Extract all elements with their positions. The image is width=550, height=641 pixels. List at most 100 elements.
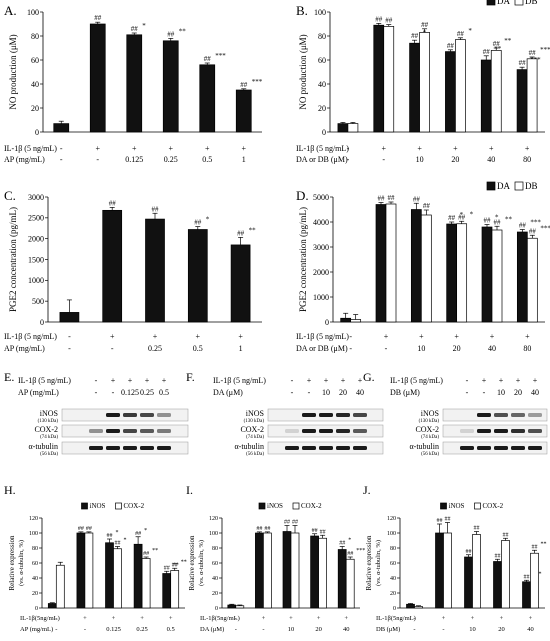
- condition-row-value: +: [140, 615, 144, 622]
- bar: [102, 209, 123, 323]
- blot-band: [528, 429, 542, 433]
- significance-label: ##: [474, 526, 480, 532]
- bar: [318, 537, 327, 609]
- blot-header-label: AP (mg/mL): [18, 388, 59, 397]
- significance-label: ##: [519, 59, 527, 67]
- blot-band: [477, 413, 491, 417]
- condition-row-value: 20: [498, 626, 505, 633]
- blot-band: [106, 446, 120, 450]
- blot-band: [302, 446, 316, 450]
- legend-swatch: [514, 0, 524, 6]
- condition-row-value: +: [442, 615, 446, 622]
- bar: [385, 203, 397, 323]
- y-axis-label: PGE2 concentration (pg/mL): [8, 207, 18, 312]
- blot-band-size: (56 kDa): [40, 452, 58, 457]
- legend-label: DB: [525, 181, 538, 191]
- significance-label: *: [144, 528, 147, 534]
- significance-label: ##: [284, 520, 290, 526]
- condition-row-value: 0.125: [125, 155, 143, 164]
- bar: [337, 123, 349, 133]
- blot-band: [302, 429, 316, 433]
- y-tick-label: 60: [32, 561, 38, 567]
- condition-row-value: +: [238, 332, 243, 341]
- panel-letter: E.: [4, 370, 14, 384]
- bar: [55, 564, 65, 609]
- blot-band-size: (74 kDa): [421, 435, 439, 440]
- significance-label: ##: [375, 15, 383, 23]
- legend-label: COX-2: [301, 502, 322, 510]
- blot-header-value: -: [308, 388, 311, 397]
- condition-row-value: 0.5: [202, 155, 212, 164]
- y-tick-label: 120: [387, 516, 396, 522]
- significance-label: ##: [339, 541, 345, 547]
- blot-header-value: 0.5: [159, 388, 169, 397]
- condition-row-value: +: [419, 332, 424, 341]
- blot-header-value: +: [499, 376, 504, 385]
- bar: [290, 532, 300, 609]
- significance-label: **: [181, 559, 187, 565]
- blot-band: [123, 429, 137, 433]
- y-tick-label: 120: [209, 516, 218, 522]
- y-tick-label: 100: [27, 8, 39, 17]
- blot-band: [123, 446, 137, 450]
- y-tick-label: 1500: [28, 255, 44, 264]
- bar: [419, 32, 430, 133]
- bar: [337, 549, 347, 609]
- condition-row-value: -: [347, 155, 350, 164]
- blot-band: [477, 446, 491, 450]
- blot-header-label: IL-1β (5 ng/mL): [390, 376, 443, 385]
- significance-label: ##: [411, 32, 419, 40]
- bar: [255, 532, 264, 609]
- blot-band: [528, 446, 542, 450]
- significance-label: ##: [524, 574, 530, 580]
- significance-label: *: [468, 27, 472, 35]
- condition-row-value: 10: [416, 155, 424, 164]
- legend-label: DA: [497, 0, 510, 6]
- significance-label: ***: [215, 52, 226, 60]
- bar: [410, 209, 422, 323]
- bar: [481, 226, 493, 323]
- condition-row-value: 0.25: [148, 344, 162, 353]
- y-tick-label: 100: [209, 531, 218, 537]
- blot-band-size: (130 kDa): [419, 419, 440, 424]
- bar: [445, 51, 456, 133]
- blot-band-size: (56 kDa): [246, 452, 264, 457]
- bar: [53, 123, 70, 133]
- condition-row-value: +: [205, 144, 210, 153]
- blot-band-size: (74 kDa): [40, 435, 58, 440]
- significance-label: ##: [494, 218, 502, 226]
- condition-row-value: +: [110, 332, 115, 341]
- bar: [89, 23, 106, 133]
- significance-label: **: [505, 215, 513, 223]
- condition-row-value: +: [471, 615, 475, 622]
- blot-header-value: -: [95, 376, 98, 385]
- y-tick-label: 1000: [28, 276, 44, 285]
- condition-row-value: +: [344, 615, 348, 622]
- bar: [345, 558, 355, 609]
- condition-row-value: +: [490, 332, 495, 341]
- y-tick-label: 500: [32, 297, 44, 306]
- blot-band: [319, 446, 333, 450]
- significance-label: ##: [466, 549, 472, 555]
- significance-label: **: [494, 45, 502, 53]
- chart-panel-j: J. 0 20 40 60 80 100 120 Relative expression (vs.…: [363, 483, 547, 633]
- significance-label: ##: [447, 42, 455, 50]
- y-tick-label: 80: [318, 32, 326, 41]
- blot-band: [302, 413, 316, 417]
- condition-row-value: +: [529, 615, 533, 622]
- panel-letter: B.: [296, 3, 308, 18]
- legend-label: COX-2: [124, 502, 145, 510]
- blot-header-value: 40: [531, 388, 539, 397]
- significance-label: ##: [457, 30, 465, 38]
- significance-label: ##: [204, 55, 212, 63]
- condition-row-value: -: [385, 344, 388, 353]
- significance-label: ***: [356, 548, 365, 554]
- condition-row-value: -: [55, 615, 57, 622]
- significance-label: ***: [252, 78, 263, 86]
- bar: [522, 581, 531, 609]
- condition-row-value: +: [500, 615, 504, 622]
- significance-label: ##: [445, 517, 451, 523]
- blot-band-name: iNOS: [421, 409, 439, 418]
- blot-band: [477, 429, 491, 433]
